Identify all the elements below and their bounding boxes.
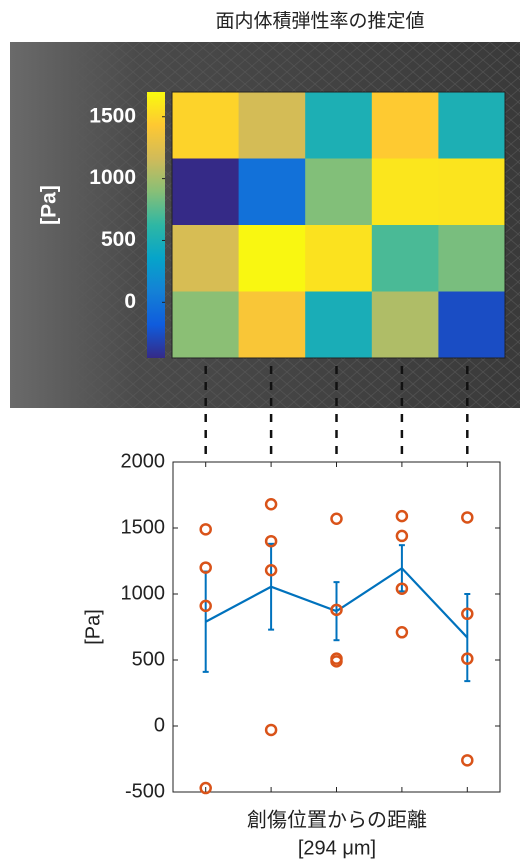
- y-tick-label: 0: [154, 714, 165, 736]
- heatmap-cell: [372, 159, 439, 226]
- x-axis-unit: [294 μm]: [298, 837, 376, 859]
- heatmap-cell: [438, 92, 505, 159]
- heatmap-cell: [239, 159, 306, 226]
- heatmap-cell: [172, 92, 239, 159]
- colorbar-tick-label: 1000: [89, 166, 136, 189]
- colorbar-tick-label: 500: [101, 228, 136, 251]
- heatmap-title: 面内体積弾性率の推定値: [215, 10, 424, 32]
- heatmap-cell: [372, 292, 439, 359]
- data-point: [462, 512, 472, 522]
- heatmap-cell: [305, 92, 372, 159]
- y-tick-label: 2000: [121, 450, 166, 472]
- colorbar-tick-label: 0: [124, 290, 136, 313]
- data-point: [397, 531, 407, 541]
- heatmap-cell: [438, 225, 505, 292]
- data-point: [462, 755, 472, 765]
- heatmap-cell: [305, 292, 372, 359]
- data-point: [201, 524, 211, 534]
- heatmap-cell: [438, 292, 505, 359]
- data-point: [397, 511, 407, 521]
- heatmap-cell: [305, 159, 372, 226]
- figure: 面内体積弾性率の推定値 [Pa] [Pa] 創傷位置からの距離 [294 μm]…: [0, 0, 520, 863]
- heatmap-cell: [239, 92, 306, 159]
- heatmap-cell: [172, 225, 239, 292]
- heatmap-cell: [372, 225, 439, 292]
- heatmap-cell: [305, 225, 372, 292]
- data-point: [266, 725, 276, 735]
- colorbar-tick-label: 1500: [89, 104, 136, 127]
- x-axis-label: 創傷位置からの距離: [247, 808, 427, 831]
- heatmap-cell: [239, 292, 306, 359]
- data-point: [332, 514, 342, 524]
- y-tick-label: 1000: [121, 582, 166, 604]
- y-tick-label: 1500: [121, 516, 166, 538]
- heatmap-cell: [172, 292, 239, 359]
- colorbar: [147, 92, 165, 358]
- data-point: [266, 499, 276, 509]
- colorbar-label: [Pa]: [38, 185, 61, 225]
- heatmap-cell: [172, 159, 239, 226]
- heatmap-cell: [239, 225, 306, 292]
- data-point: [397, 627, 407, 637]
- y-tick-label: -500: [125, 780, 165, 802]
- y-axis-label: [Pa]: [82, 609, 104, 645]
- heatmap-cell: [438, 159, 505, 226]
- heatmap-cell: [372, 92, 439, 159]
- y-tick-label: 500: [132, 648, 165, 670]
